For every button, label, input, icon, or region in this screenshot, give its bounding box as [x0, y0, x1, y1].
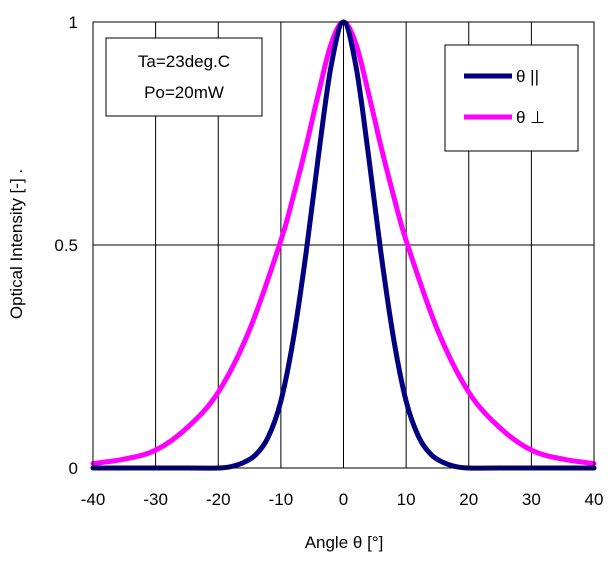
plot-frame — [92, 21, 595, 469]
x-tick-label: 20 — [459, 490, 478, 509]
y-tick-labels: 00.51 — [54, 13, 78, 478]
annotation-line-1: Ta=23deg.C — [138, 52, 230, 71]
x-tick-label: -30 — [143, 490, 168, 509]
x-tick-labels: -40 -30 -20 -10 0 10 20 30 40 — [81, 490, 604, 509]
x-tick-label: -40 — [81, 490, 106, 509]
x-tick-label: 30 — [522, 490, 541, 509]
x-axis-title: Angle θ [°] — [305, 533, 384, 552]
x-tick-label: -20 — [206, 490, 231, 509]
x-tick-label: -10 — [269, 490, 294, 509]
annotation-box — [105, 37, 263, 117]
y-tick-label: 0 — [69, 459, 78, 478]
y-axis-title: Optical Intensity [-] . — [7, 169, 26, 319]
annotation-line-2: Po=20mW — [144, 83, 224, 102]
legend: θ || θ ⊥ — [444, 44, 579, 152]
x-tick-label: 40 — [585, 490, 604, 509]
conditions-annotation: Ta=23deg.C Po=20mW — [105, 37, 263, 117]
legend-label-theta-parallel: θ || — [516, 67, 539, 86]
x-tick-label: 10 — [397, 490, 416, 509]
y-tick-label: 0.5 — [54, 236, 78, 255]
y-tick-label: 1 — [69, 13, 78, 32]
x-tick-label: 0 — [339, 490, 348, 509]
legend-box — [444, 44, 579, 152]
legend-label-theta-perpendicular: θ ⊥ — [516, 108, 545, 127]
